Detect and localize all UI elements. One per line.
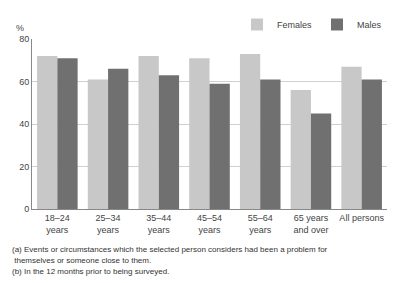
svg-text:themselves or someone close to: themselves or someone close to them. xyxy=(12,256,151,265)
svg-text:0: 0 xyxy=(24,204,29,214)
svg-text:20: 20 xyxy=(19,162,29,172)
svg-text:All persons: All persons xyxy=(339,213,384,223)
svg-text:80: 80 xyxy=(19,34,29,44)
svg-text:%: % xyxy=(16,23,24,33)
svg-text:25–34years: 25–34years xyxy=(96,213,121,235)
svg-text:65 yearsand over: 65 yearsand over xyxy=(293,213,328,235)
svg-text:Females: Females xyxy=(277,20,312,30)
svg-text:(a) Events or circumstances wh: (a) Events or circumstances which the se… xyxy=(12,245,328,254)
svg-text:Males: Males xyxy=(357,20,382,30)
svg-text:18–24years: 18–24years xyxy=(45,213,70,235)
svg-text:55–64years: 55–64years xyxy=(248,213,273,235)
svg-text:40: 40 xyxy=(19,119,29,129)
svg-text:(b) In the 12 months prior to: (b) In the 12 months prior to being surv… xyxy=(12,267,169,276)
svg-text:35–44years: 35–44years xyxy=(146,213,171,235)
svg-text:45–54years: 45–54years xyxy=(197,213,222,235)
svg-text:60: 60 xyxy=(19,77,29,87)
